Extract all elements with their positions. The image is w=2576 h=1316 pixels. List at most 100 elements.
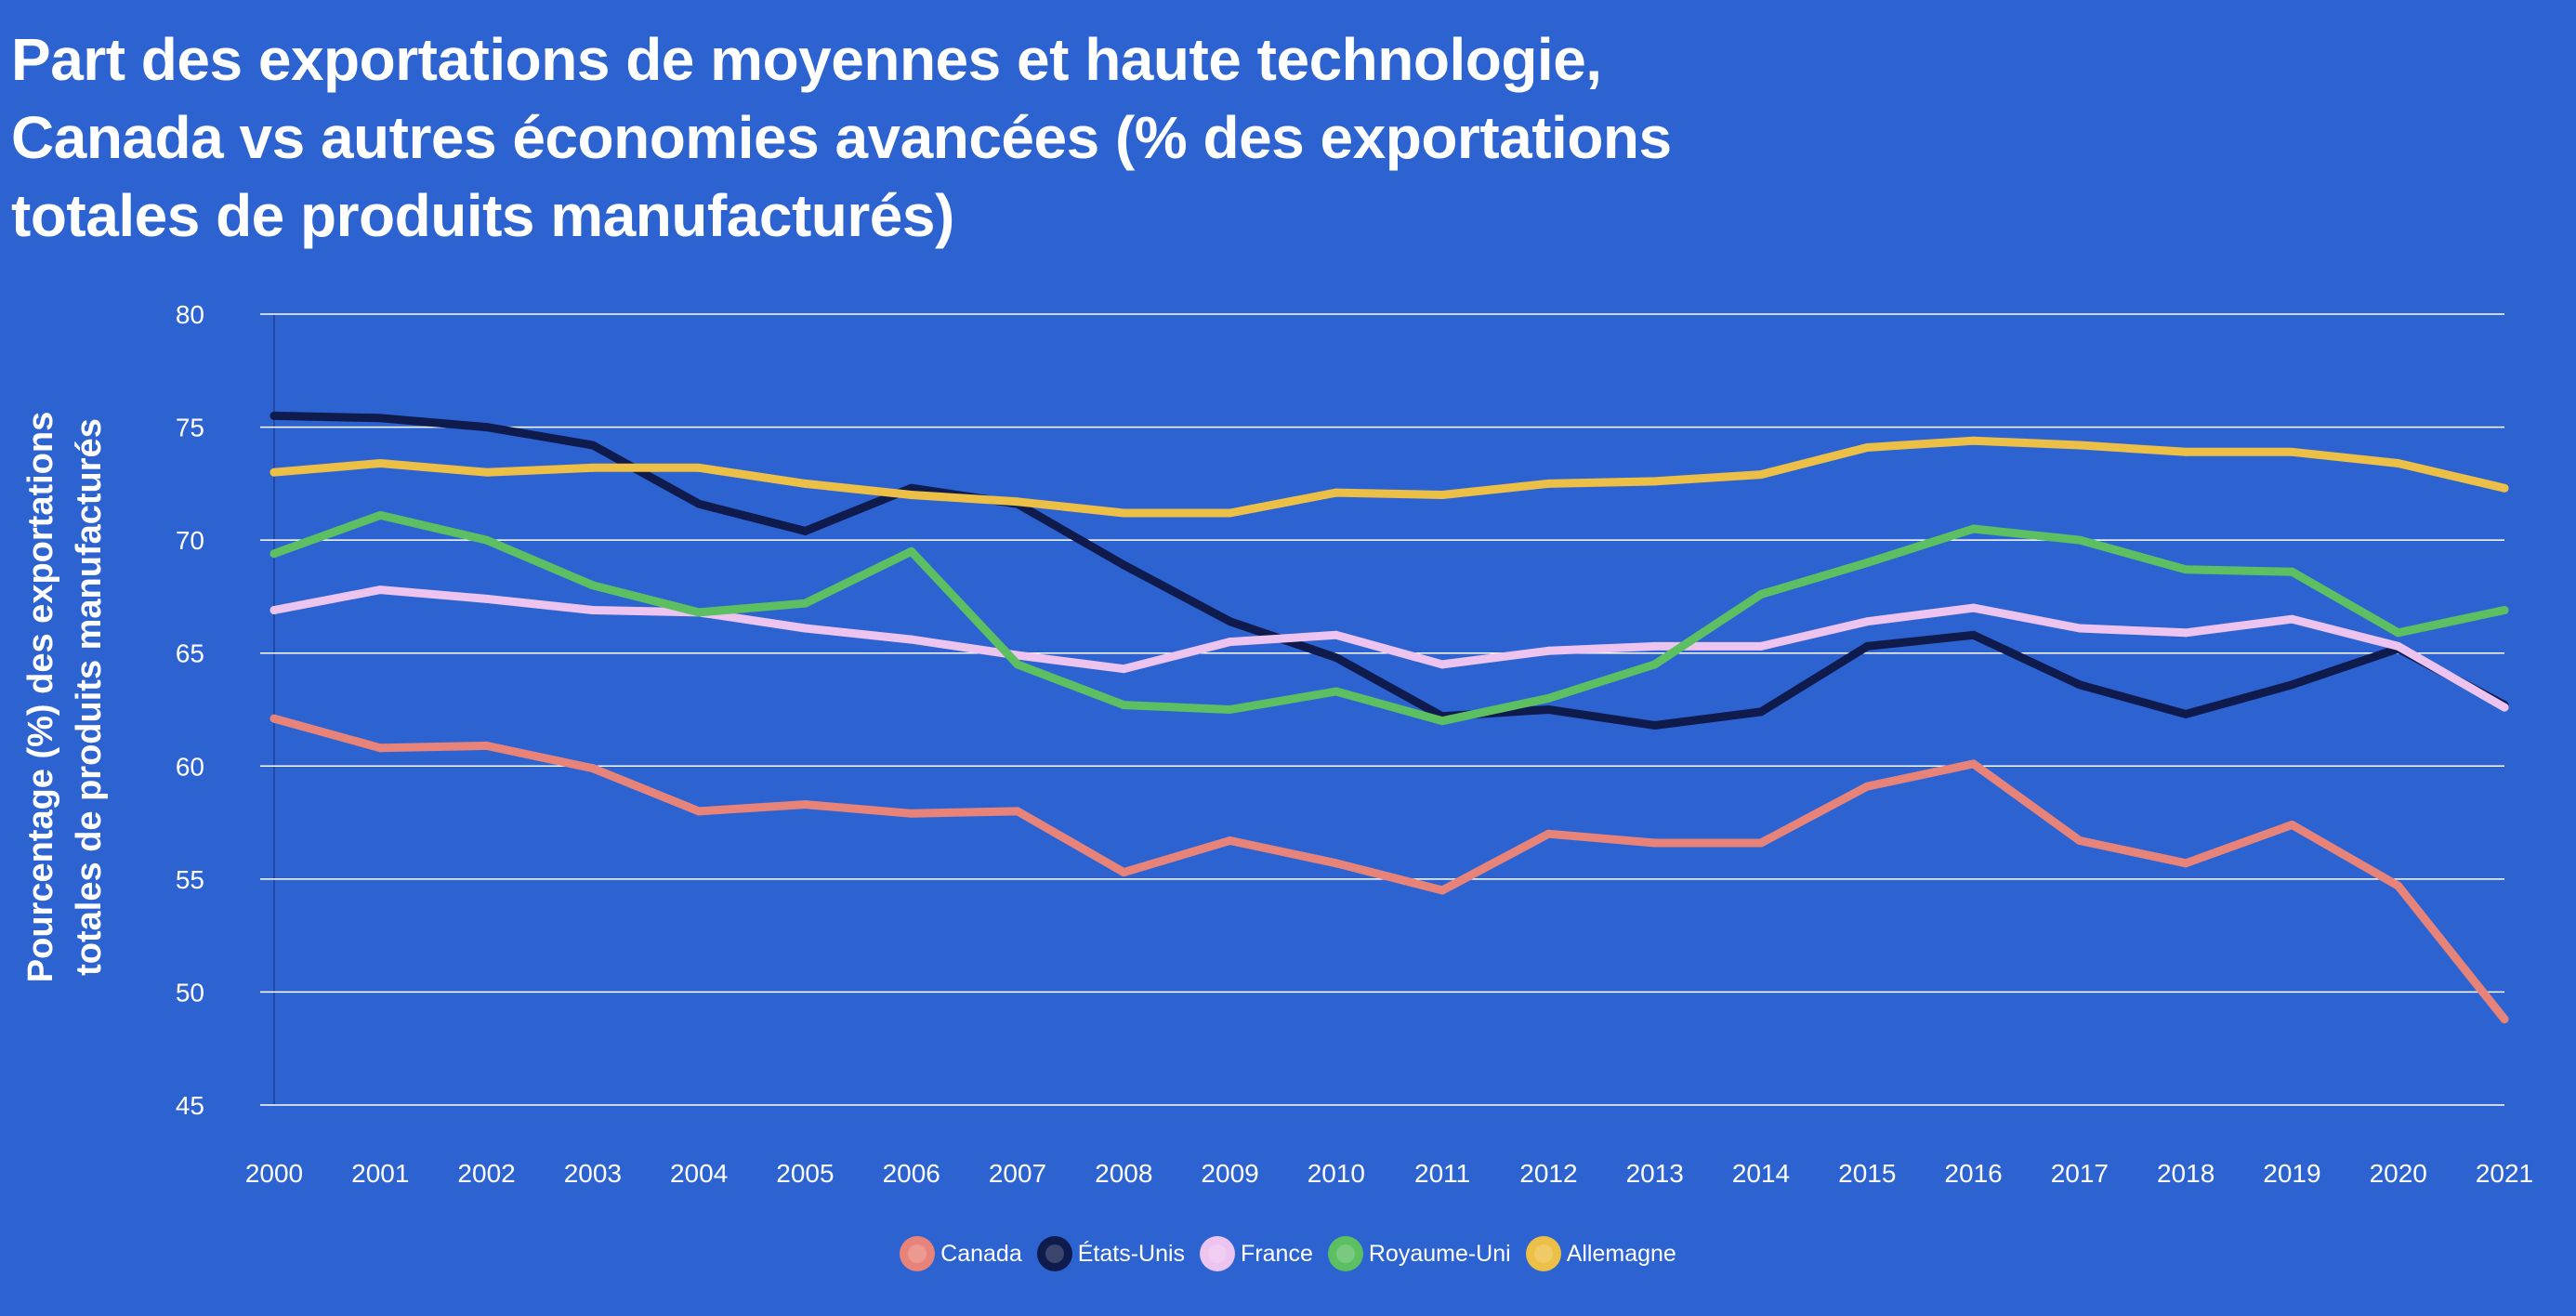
data-point	[907, 491, 916, 500]
legend: Canada États-Unis France Royaume-Uni Allemag…	[0, 1236, 2576, 1271]
data-point	[375, 744, 385, 753]
data-point	[588, 463, 598, 472]
data-point	[2075, 535, 2084, 545]
series-line-2	[269, 411, 2509, 730]
series-line-4	[269, 510, 2509, 726]
data-point	[907, 483, 916, 493]
series-line-3	[269, 586, 2509, 712]
series-points-2	[269, 411, 2509, 730]
legend-label: Royaume-Uni	[1368, 1240, 1511, 1267]
data-point	[1862, 782, 1872, 791]
data-point	[2394, 881, 2403, 890]
data-point	[2181, 709, 2190, 718]
legend-item[interactable]: France	[1200, 1236, 1313, 1271]
y-tick-label: 55	[176, 865, 204, 894]
series-lines	[269, 411, 2509, 1024]
data-point	[1544, 646, 1553, 655]
data-point	[1650, 721, 1660, 730]
data-point	[482, 594, 492, 603]
data-point	[907, 635, 916, 644]
data-point	[1226, 617, 1235, 626]
y-axis-ticks: 80 75 70 65 60 55 50 45	[176, 300, 204, 1120]
x-tick-label: 2007	[989, 1159, 1046, 1188]
data-point	[1119, 868, 1128, 877]
data-point	[2181, 447, 2190, 456]
data-point	[907, 809, 916, 818]
data-point	[482, 741, 492, 750]
data-point	[588, 581, 598, 590]
data-point	[2287, 614, 2296, 624]
data-point	[375, 586, 385, 595]
data-point	[2394, 458, 2403, 467]
data-point	[2287, 821, 2296, 830]
legend-swatch	[900, 1236, 936, 1271]
data-point	[1332, 488, 1341, 497]
data-point	[2075, 624, 2084, 633]
y-tick-label: 65	[176, 639, 204, 668]
data-point	[2500, 606, 2509, 615]
legend-item[interactable]: Allemagne	[1525, 1236, 1676, 1271]
data-point	[694, 463, 703, 472]
data-point	[588, 764, 598, 773]
data-point	[1226, 705, 1235, 714]
series-points-5	[269, 436, 2509, 518]
x-tick-label: 2014	[1732, 1159, 1790, 1188]
data-point	[2075, 441, 2084, 450]
series-points-3	[269, 586, 2509, 712]
data-point	[1969, 603, 1978, 612]
data-point	[1013, 660, 1022, 669]
legend-label: Allemagne	[1566, 1240, 1676, 1267]
data-point	[1650, 641, 1660, 651]
legend-swatch	[1327, 1236, 1363, 1271]
x-tick-label: 2010	[1308, 1159, 1365, 1188]
data-point	[588, 606, 598, 615]
data-point	[800, 479, 809, 488]
data-point	[482, 535, 492, 545]
data-point	[1756, 589, 1766, 599]
data-point	[2394, 628, 2403, 638]
data-point	[1119, 665, 1128, 674]
data-point	[2394, 641, 2403, 651]
data-point	[482, 423, 492, 432]
data-point	[1438, 660, 1447, 669]
legend-item[interactable]: États-Unis	[1036, 1236, 1186, 1271]
data-point	[2181, 565, 2190, 574]
data-point	[1756, 707, 1766, 717]
legend-label: France	[1241, 1240, 1313, 1267]
data-point	[269, 714, 279, 723]
data-point	[1969, 436, 1978, 445]
data-point	[694, 807, 703, 816]
x-tick-label: 2011	[1414, 1159, 1470, 1188]
legend-item[interactable]: Canada	[900, 1236, 1022, 1271]
data-point	[1969, 759, 1978, 769]
x-tick-label: 2021	[2476, 1159, 2533, 1188]
data-point	[2075, 836, 2084, 846]
x-tick-label: 2015	[1838, 1159, 1896, 1188]
data-point	[2287, 680, 2296, 690]
data-point	[1650, 660, 1660, 669]
data-point	[1544, 479, 1553, 488]
y-tick-label: 70	[176, 526, 204, 555]
data-point	[375, 414, 385, 423]
data-point	[1119, 560, 1128, 570]
data-point	[482, 467, 492, 477]
legend-item[interactable]: Royaume-Uni	[1327, 1236, 1511, 1271]
legend-label: États-Unis	[1077, 1240, 1186, 1267]
data-point	[1544, 705, 1553, 714]
data-point	[1119, 701, 1128, 710]
data-point	[907, 546, 916, 556]
data-point	[1862, 442, 1872, 452]
series-points-4	[269, 510, 2509, 726]
y-tick-label: 75	[176, 414, 204, 442]
data-point	[1544, 829, 1553, 838]
data-point	[1650, 838, 1660, 848]
x-axis-ticks: 2000 2001 2002 2003 2004 2005 2006 2007 2008 2009…	[245, 1159, 2533, 1188]
chart-title-line: Part des exportations de moyennes et hau…	[11, 26, 1602, 93]
data-point	[2287, 567, 2296, 576]
x-tick-label: 2006	[883, 1159, 940, 1188]
legend-swatch	[1525, 1236, 1561, 1271]
data-point	[2075, 680, 2084, 690]
y-tick-label: 80	[176, 300, 204, 329]
x-tick-label: 2012	[1519, 1159, 1577, 1188]
